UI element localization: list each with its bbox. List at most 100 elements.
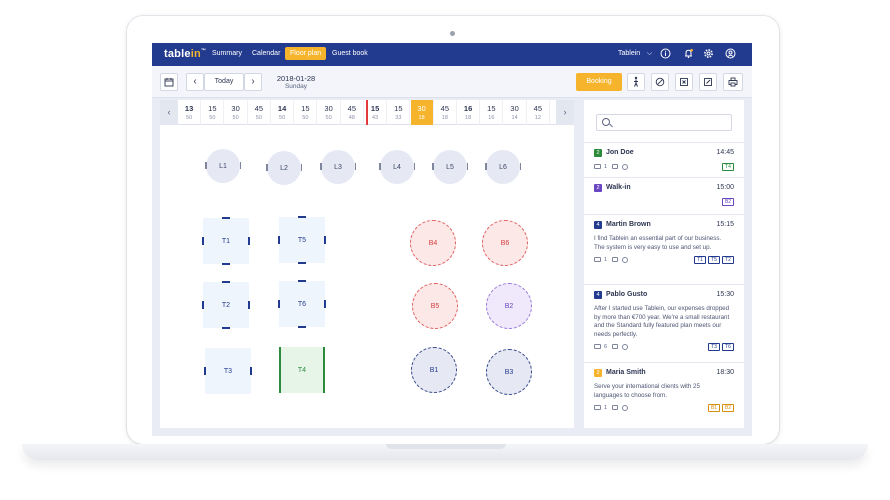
reservation-card[interactable]: 4 Pablo Gusto 15:30 After I started use Tab… [584, 284, 744, 354]
table-l1[interactable]: L1 [205, 149, 241, 183]
table-tag[interactable]: B1 [708, 404, 720, 412]
timeline-slot[interactable]: 15 33 [387, 100, 411, 125]
reservation-time: 14:45 [716, 149, 734, 156]
reservation-time: 15:15 [716, 221, 734, 228]
timeline-slot[interactable]: 30 14 [504, 100, 527, 125]
timeline-slot[interactable]: 13 50 [178, 100, 202, 125]
camera [450, 31, 455, 36]
table-b1[interactable]: B1 [411, 347, 457, 393]
table-l3[interactable]: L3 [320, 150, 356, 184]
table-b3[interactable]: B3 [486, 349, 532, 395]
timeline-next-button[interactable]: › [556, 100, 574, 125]
next-day-button[interactable]: › [244, 73, 262, 91]
slot-covers: 12 [534, 115, 541, 121]
timeline-slot[interactable]: 15 43 [364, 100, 388, 125]
slot-time: 15 [487, 104, 496, 113]
table-t3[interactable]: T3 [204, 348, 252, 394]
timeline-slot[interactable]: 45 18 [434, 100, 457, 125]
reservation-note: Serve your international clients with 25… [594, 383, 700, 399]
table-tag[interactable]: T6 [722, 343, 734, 351]
timeline-slot[interactable]: 15 50 [294, 100, 318, 125]
timeline-slot[interactable]: 30 50 [225, 100, 248, 125]
block-icon[interactable] [651, 73, 669, 91]
timeline-slot[interactable]: 14 50 [271, 100, 295, 125]
timeline: ‹ 13 50 15 50 30 50 45 50 14 50 15 50 30 50 45 48 15 43 15… [160, 100, 574, 125]
table-l4[interactable]: L4 [379, 150, 415, 184]
reservation-card[interactable]: 2 Jon Doe 14:45 1 T4 [584, 142, 744, 174]
slot-covers: 50 [255, 115, 262, 121]
note-icon [612, 164, 618, 170]
timeline-slot[interactable]: 15 50 [201, 100, 225, 125]
table-t5[interactable]: T5 [278, 216, 326, 264]
table-tag[interactable]: T4 [722, 163, 734, 171]
chevron-down-icon[interactable]: ⌵ [646, 50, 653, 57]
user-icon[interactable] [725, 48, 736, 59]
today-button[interactable]: Today [204, 73, 244, 91]
calendar-icon[interactable] [160, 73, 178, 91]
timeline-slot[interactable]: 30 50 [318, 100, 341, 125]
walk-in-icon[interactable] [627, 73, 645, 91]
timeline-slot[interactable]: 45 50 [248, 100, 271, 125]
table-tag[interactable]: B2 [722, 404, 734, 412]
nav-summary[interactable]: Summary [212, 50, 242, 57]
nav-guest-book[interactable]: Guest book [332, 50, 368, 57]
timeline-slot[interactable]: 45 48 [341, 100, 364, 125]
table-tag[interactable]: T3 [708, 343, 720, 351]
timeline-slot[interactable]: 15 16 [480, 100, 504, 125]
table-t4[interactable]: T4 [279, 347, 325, 393]
reservation-footer: 1 B1 B2 [594, 403, 734, 415]
close-box-icon[interactable] [675, 73, 693, 91]
table-t1[interactable]: T1 [202, 217, 250, 265]
floor-plan: L1 L2 L3 L4 L5 L6 T1 T5 T2 T6 T3 T4 B4 B… [160, 125, 574, 428]
table-l5[interactable]: L5 [432, 150, 468, 184]
search-input[interactable] [596, 114, 732, 131]
reservation-note: After I started use Tablein, our expense… [594, 305, 730, 338]
bell-icon[interactable] [683, 48, 694, 59]
reservation-footer: 1 T4 [594, 162, 734, 174]
table-tag[interactable]: T2 [722, 256, 734, 264]
table-tag[interactable]: T5 [708, 256, 720, 264]
timeline-slot[interactable]: 16 18 [457, 100, 481, 125]
slot-time: 45 [440, 104, 450, 113]
party-size-badge: 4 [594, 291, 602, 299]
slot-covers: 43 [372, 115, 379, 121]
slot-time: 15 [301, 104, 310, 113]
laptop-notch [386, 444, 506, 449]
print-icon[interactable] [723, 73, 743, 91]
logo[interactable]: tablein™ [164, 48, 207, 60]
reservation-card[interactable]: 2 Maria Smith 18:30 Serve your internationa… [584, 362, 744, 415]
slot-covers: 50 [325, 115, 332, 121]
table-b5[interactable]: B5 [412, 283, 458, 329]
gear-icon[interactable] [703, 48, 714, 59]
table-t2[interactable]: T2 [202, 281, 250, 329]
table-b6[interactable]: B6 [482, 220, 528, 266]
reservation-time: 15:30 [716, 291, 734, 298]
reservation-header: 2 Jon Doe 14:45 [594, 149, 734, 159]
slot-covers: 14 [511, 115, 518, 121]
table-tag[interactable]: T1 [694, 256, 706, 264]
phone-icon [622, 257, 628, 263]
edit-icon[interactable] [699, 73, 717, 91]
party-size-badge: 4 [594, 221, 602, 229]
reservation-card[interactable]: 2 Walk-in 15:00 B2 [584, 177, 744, 209]
table-t6[interactable]: T6 [278, 280, 326, 328]
restaurant-selector[interactable]: Tablein [618, 50, 641, 57]
table-l6[interactable]: L6 [485, 150, 521, 184]
timeline-slot[interactable]: 30 18 [410, 100, 434, 125]
info-icon[interactable] [660, 48, 671, 59]
booking-button[interactable]: Booking [576, 73, 622, 91]
table-b4[interactable]: B4 [410, 220, 456, 266]
slot-time: 30 [324, 104, 333, 113]
timeline-prev-button[interactable]: ‹ [160, 100, 178, 125]
reservation-header: 4 Pablo Gusto 15:30 [594, 291, 734, 301]
table-tag[interactable]: B2 [722, 198, 734, 206]
prev-day-button[interactable]: ‹ [186, 73, 204, 91]
nav-calendar[interactable]: Calendar [252, 50, 281, 57]
timeline-slot[interactable]: 45 12 [527, 100, 550, 125]
table-l2[interactable]: L2 [266, 151, 302, 185]
slot-covers: 18 [465, 115, 472, 121]
reservation-card[interactable]: 4 Martin Brown 15:15 I find Tablein an esse… [584, 214, 744, 267]
slot-covers: 18 [441, 115, 448, 121]
table-b2[interactable]: B2 [486, 283, 532, 329]
nav-floor-plan[interactable]: Floor plan [285, 47, 327, 60]
